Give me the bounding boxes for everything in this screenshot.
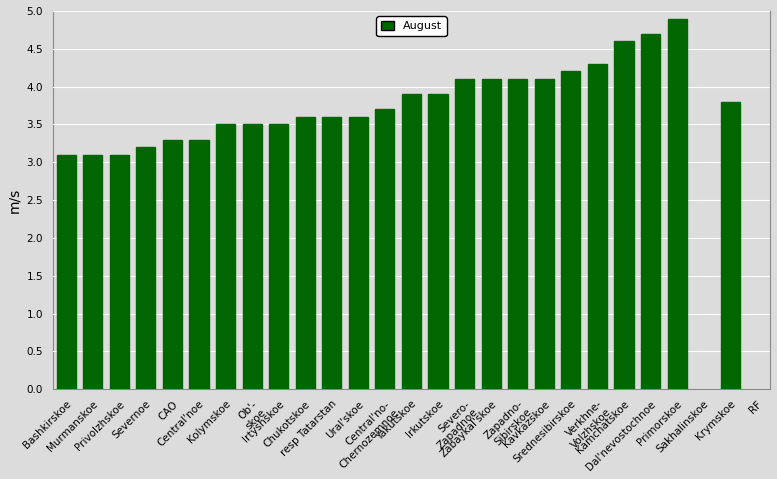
Bar xyxy=(242,125,262,389)
Bar xyxy=(588,64,607,389)
Bar xyxy=(349,117,368,389)
Bar xyxy=(269,125,288,389)
Bar xyxy=(163,139,182,389)
Bar xyxy=(57,155,75,389)
Bar xyxy=(720,102,740,389)
Bar xyxy=(295,117,315,389)
Legend: August: August xyxy=(376,16,447,36)
Bar xyxy=(535,79,554,389)
Bar xyxy=(190,139,208,389)
Bar xyxy=(216,125,235,389)
Bar xyxy=(110,155,129,389)
Bar xyxy=(136,147,155,389)
Bar xyxy=(508,79,528,389)
Bar xyxy=(83,155,103,389)
Bar xyxy=(455,79,474,389)
Bar xyxy=(375,109,395,389)
Y-axis label: m/s: m/s xyxy=(7,187,21,213)
Bar xyxy=(428,94,448,389)
Bar xyxy=(402,94,421,389)
Bar xyxy=(322,117,341,389)
Bar xyxy=(641,34,660,389)
Bar xyxy=(615,41,633,389)
Bar xyxy=(667,19,687,389)
Bar xyxy=(561,71,580,389)
Bar xyxy=(482,79,500,389)
